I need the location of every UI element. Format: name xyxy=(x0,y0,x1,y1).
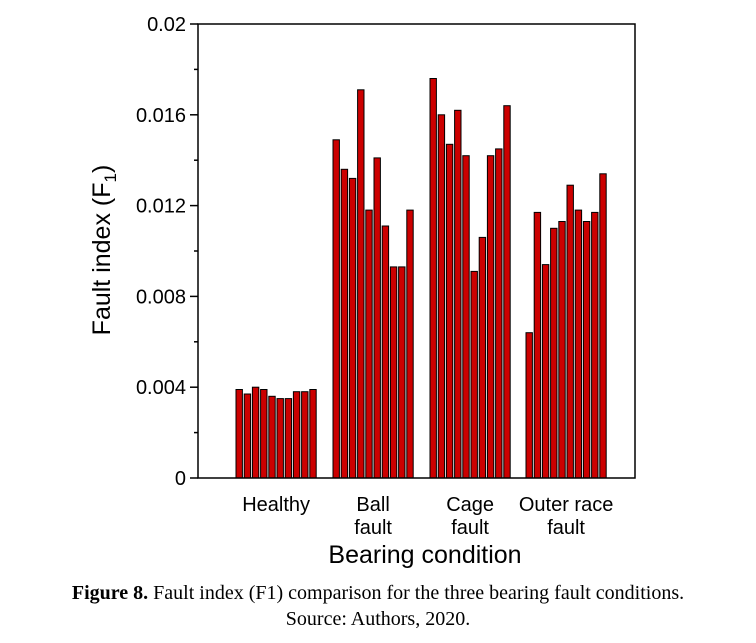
bar-1-6 xyxy=(276,398,284,479)
figure-caption: Figure 8. Fault index (F1) comparison fo… xyxy=(0,580,756,606)
bar-4-7 xyxy=(574,209,583,479)
y-tick-label: 0.02 xyxy=(147,14,186,36)
bar-2-6 xyxy=(373,157,381,479)
bar-2-3 xyxy=(348,177,357,479)
y-tick-label: 0.004 xyxy=(136,377,186,399)
bar-3-6 xyxy=(470,270,478,479)
bar-3-3 xyxy=(445,143,454,479)
y-tick-label: 0.008 xyxy=(136,286,186,308)
bar-2-2 xyxy=(340,168,349,479)
bar-4-10 xyxy=(599,173,607,479)
caption-text: Fault index (F1) comparison for the thre… xyxy=(148,582,685,604)
bar-1-3 xyxy=(251,386,260,479)
bar-1-7 xyxy=(284,398,293,479)
bar-3-8 xyxy=(486,155,495,479)
bar-2-1 xyxy=(332,139,340,479)
y-axis-title-main: Fault index (F xyxy=(88,182,116,335)
x-category-label-2-line-1: Ball xyxy=(356,494,389,516)
x-category-label-1-line-1: Healthy xyxy=(242,494,310,516)
bar-1-1 xyxy=(235,389,243,479)
bar-1-9 xyxy=(301,391,309,479)
bars-layer xyxy=(235,78,607,479)
bar-2-8 xyxy=(389,266,398,479)
bar-4-3 xyxy=(541,264,550,479)
bar-4-4 xyxy=(550,227,558,479)
bar-3-4 xyxy=(454,109,462,479)
bar-3-1 xyxy=(429,78,437,479)
caption-label: Figure 8. xyxy=(71,582,149,604)
y-tick-label: 0.012 xyxy=(136,196,186,218)
bar-3-7 xyxy=(478,236,487,479)
bar-3-2 xyxy=(437,114,446,479)
bar-3-9 xyxy=(495,148,503,479)
bar-2-5 xyxy=(365,209,373,479)
bar-4-5 xyxy=(558,221,566,479)
y-axis-title-subscript: 1 xyxy=(101,173,120,182)
figure-source: Source: Authors, 2020. xyxy=(285,608,471,630)
bar-3-10 xyxy=(503,105,511,479)
x-category-label-3-line-2: fault xyxy=(451,517,489,539)
bar-4-9 xyxy=(591,211,599,479)
bar-3-5 xyxy=(462,155,470,479)
y-axis-title-close: ) xyxy=(88,165,116,173)
y-tick-label: 0.016 xyxy=(136,105,186,127)
bar-1-10 xyxy=(309,389,317,479)
bar-4-6 xyxy=(566,184,574,479)
x-axis-title: Bearing condition xyxy=(328,541,521,569)
bar-2-7 xyxy=(381,225,390,479)
bar-1-4 xyxy=(260,389,268,479)
bar-4-8 xyxy=(582,221,591,479)
bar-2-10 xyxy=(406,209,414,479)
y-tick-label: 0 xyxy=(175,468,186,490)
bar-1-8 xyxy=(292,391,301,479)
axes-layer xyxy=(190,23,636,479)
x-category-label-4-line-2: fault xyxy=(547,517,585,539)
y-axis-title: Fault index (F1) xyxy=(88,165,120,336)
x-category-label-4-line-1: Outer race xyxy=(519,494,613,516)
bar-2-4 xyxy=(357,89,365,479)
bar-1-5 xyxy=(268,395,276,479)
bar-4-1 xyxy=(525,332,533,479)
bar-4-2 xyxy=(533,211,542,479)
x-category-label-2-line-2: fault xyxy=(354,517,392,539)
bar-1-2 xyxy=(243,393,252,479)
x-category-label-3-line-1: Cage xyxy=(446,494,494,516)
bar-2-9 xyxy=(398,266,406,479)
